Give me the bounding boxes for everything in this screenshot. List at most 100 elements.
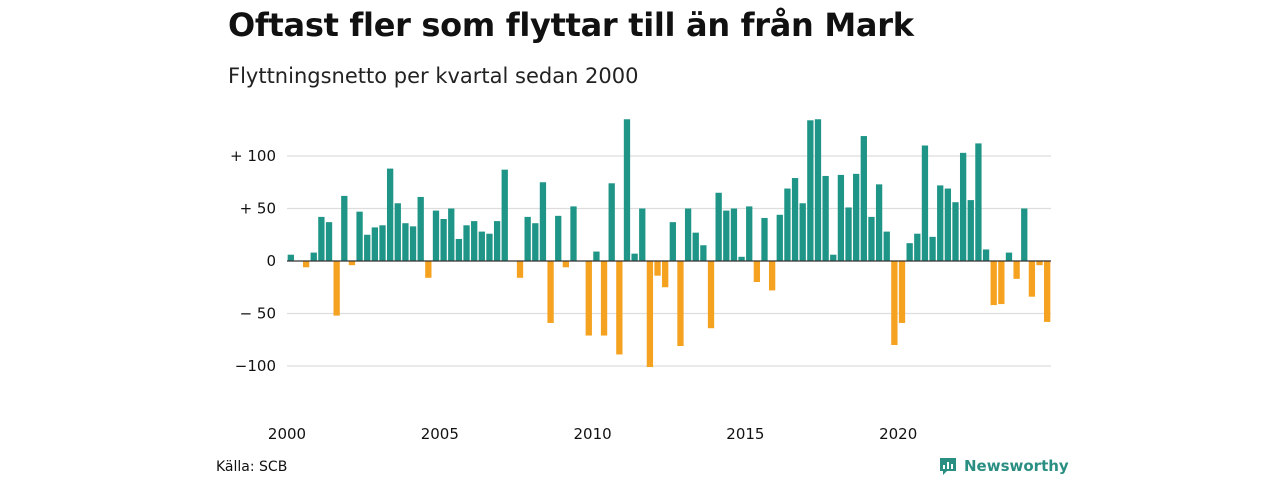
bar [471, 221, 478, 261]
bar [1044, 261, 1051, 322]
bar [539, 182, 547, 261]
bar [463, 225, 470, 261]
bar [944, 188, 952, 261]
newsworthy-logo-icon [940, 458, 956, 475]
bar [914, 233, 921, 261]
bar [639, 208, 646, 261]
bar [341, 195, 348, 261]
bar [837, 174, 845, 261]
bar [845, 207, 852, 261]
bar [822, 175, 829, 261]
bar [555, 215, 562, 261]
bar [967, 200, 974, 261]
bar [853, 173, 860, 261]
x-axis: 2000 2005 2010 2015 2020 [268, 425, 917, 443]
bar [1021, 208, 1028, 261]
bar [875, 184, 883, 261]
bar [1036, 261, 1043, 266]
x-tick-label: 2005 [421, 425, 459, 443]
bar [891, 261, 898, 345]
source-note: Källa: SCB [216, 459, 288, 475]
bar [478, 231, 485, 261]
y-tick-label: + 50 [240, 200, 276, 218]
bar [386, 168, 394, 261]
bar [616, 261, 623, 355]
bar [318, 216, 325, 261]
bar [692, 232, 699, 261]
bar [547, 261, 554, 323]
bar [302, 261, 310, 268]
newsworthy-logo: Newsworthy [938, 456, 1069, 476]
bar [883, 231, 890, 261]
bar [333, 261, 340, 316]
bar [975, 143, 982, 261]
bar [799, 203, 806, 261]
bar [516, 261, 524, 278]
bar [707, 261, 715, 329]
bar [761, 217, 768, 261]
bar [906, 243, 913, 261]
bar [394, 203, 401, 261]
bar [654, 261, 661, 276]
bar [562, 261, 570, 268]
bar [921, 145, 929, 261]
x-tick-label: 2000 [268, 425, 306, 443]
bar [1005, 252, 1013, 261]
bar [417, 196, 424, 261]
bar [662, 261, 669, 288]
bar [532, 223, 539, 261]
y-tick-label: + 100 [230, 147, 276, 165]
bar [585, 261, 592, 336]
bar [310, 252, 317, 261]
bar [325, 222, 333, 261]
newsworthy-logo-text: Newsworthy [964, 457, 1069, 475]
bar [440, 219, 447, 261]
chart-title: Oftast fler som flyttar till än från Mar… [228, 6, 914, 44]
bar [608, 183, 615, 261]
bar [432, 210, 440, 261]
bar [364, 234, 371, 261]
bar [409, 226, 417, 261]
y-tick-label: − 50 [240, 305, 276, 323]
bar [830, 254, 837, 261]
bar [952, 202, 959, 261]
bar [677, 261, 684, 347]
bar [860, 136, 867, 261]
bar [448, 208, 455, 261]
bar [348, 261, 356, 266]
chart-subtitle: Flyttningsnetto per kvartal sedan 2000 [228, 64, 639, 88]
bar [684, 208, 692, 261]
bar [746, 206, 753, 261]
bar [959, 152, 967, 261]
bar [402, 223, 409, 261]
bars [287, 119, 1051, 368]
y-tick-label: −100 [235, 357, 276, 375]
y-axis: + 100 + 50 0 − 50 −100 [230, 147, 276, 375]
bar [669, 222, 676, 261]
bar [455, 238, 463, 261]
bar [898, 261, 906, 323]
bar [998, 261, 1005, 305]
bar [700, 245, 707, 261]
bar [1028, 261, 1036, 297]
bar [791, 178, 799, 261]
bar [501, 169, 508, 261]
bar [524, 216, 531, 261]
bar [1013, 261, 1020, 279]
bar [990, 261, 997, 306]
bar [646, 261, 654, 368]
bar [425, 261, 432, 278]
x-tick-label: 2020 [879, 425, 917, 443]
bar [723, 210, 730, 261]
bar [623, 119, 631, 261]
bar [486, 233, 493, 261]
bar [768, 261, 776, 291]
bar [937, 185, 944, 261]
bar [570, 206, 577, 261]
bar [784, 188, 791, 261]
bar [982, 249, 990, 261]
bar [814, 119, 822, 261]
bar [868, 216, 875, 261]
bar [807, 120, 814, 261]
